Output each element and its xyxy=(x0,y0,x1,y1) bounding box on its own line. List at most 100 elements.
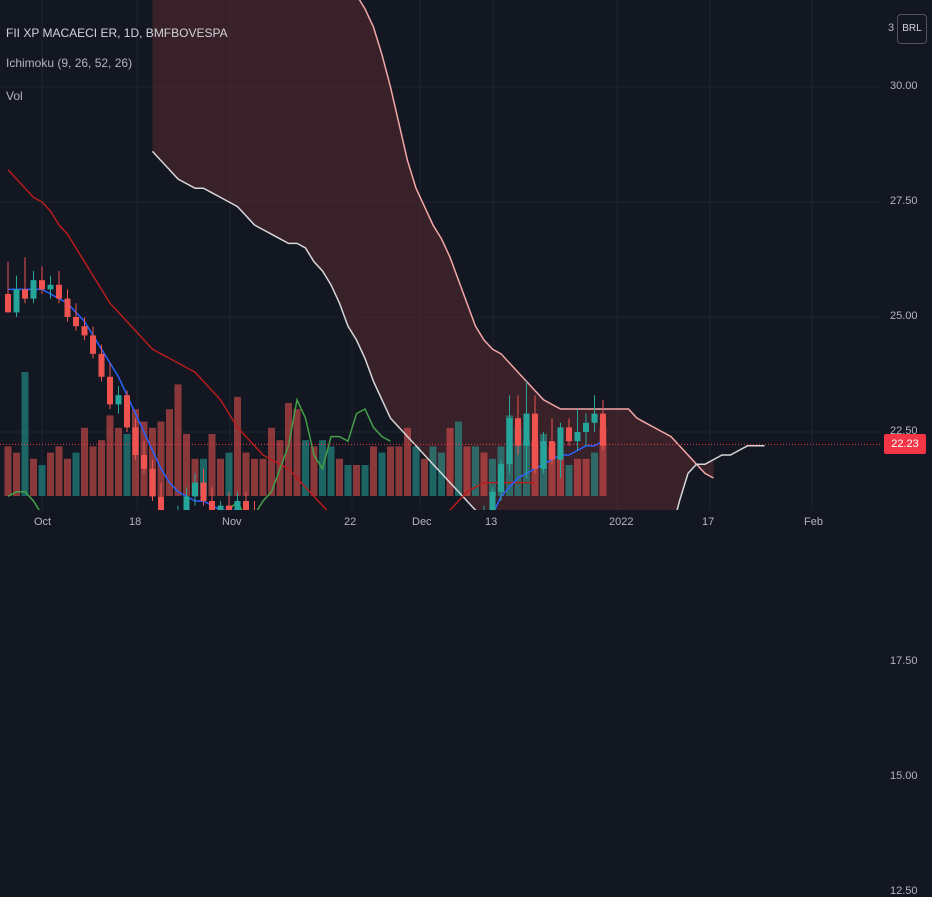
volume-bar xyxy=(166,409,173,496)
candle xyxy=(13,275,20,317)
volume-bar xyxy=(353,465,360,496)
volume-bar xyxy=(217,458,224,496)
candle-body xyxy=(591,413,598,423)
candle xyxy=(506,395,513,474)
volume-bar xyxy=(98,440,105,496)
time-axis[interactable]: Oct 18 Nov 22 Dec 13 2022 17 Feb xyxy=(0,510,932,550)
volume-bar xyxy=(591,452,598,496)
ichimoku-legend[interactable]: Ichimoku (9, 26, 52, 26) xyxy=(6,56,133,70)
candle-body xyxy=(540,441,547,469)
candle-body xyxy=(498,464,504,492)
candle-body xyxy=(30,280,37,299)
volume-bar xyxy=(242,452,250,496)
time-tick-label: 13 xyxy=(485,516,498,528)
volume-bar xyxy=(302,440,309,496)
volume-bar xyxy=(480,452,488,496)
candle-body xyxy=(115,395,122,405)
volume-bar xyxy=(489,458,496,496)
candle xyxy=(549,418,555,465)
candle-body xyxy=(124,395,130,428)
candle-body xyxy=(566,427,572,442)
candle-body xyxy=(506,418,513,465)
volume-bar xyxy=(548,446,556,496)
volume-bar xyxy=(89,446,97,496)
candle-body xyxy=(243,501,249,511)
volume-bar xyxy=(259,458,267,496)
volume-bar xyxy=(106,415,114,496)
price-tick-label: 15.00 xyxy=(890,770,918,782)
candle-body xyxy=(81,326,88,336)
time-tick-label: 2022 xyxy=(609,516,634,528)
volume-bar xyxy=(251,458,258,496)
candle-body xyxy=(149,468,156,497)
candle xyxy=(566,418,572,446)
price-tick-label: 27.50 xyxy=(890,195,918,207)
volume-bar xyxy=(157,421,165,496)
candle-body xyxy=(5,294,11,313)
volume-bar xyxy=(446,427,454,496)
candle xyxy=(540,432,547,474)
volume-bar xyxy=(268,427,275,496)
candle xyxy=(523,381,530,478)
candle-body xyxy=(13,289,20,313)
candle xyxy=(600,399,606,451)
volume-bar xyxy=(115,427,122,496)
volume-bar xyxy=(344,465,352,496)
candle-body xyxy=(532,413,538,469)
time-tick-label: Feb xyxy=(804,516,823,528)
candle xyxy=(515,395,521,455)
time-tick-label: Nov xyxy=(222,516,242,528)
volume-bar xyxy=(361,465,369,496)
volume-bar xyxy=(421,458,428,496)
time-tick-label: 18 xyxy=(129,516,142,528)
volume-bar xyxy=(285,403,292,496)
candle-body xyxy=(549,441,555,460)
volume-bar xyxy=(395,446,403,496)
candle xyxy=(498,459,504,501)
candle xyxy=(115,386,122,414)
volume-bar xyxy=(183,434,190,496)
candle xyxy=(107,363,113,409)
volume-bar xyxy=(55,446,63,496)
volume-bar xyxy=(327,446,335,496)
volume-legend[interactable]: Vol xyxy=(6,89,23,103)
candle xyxy=(22,257,28,304)
volume-bar xyxy=(38,465,46,496)
time-tick-label: 17 xyxy=(702,516,715,528)
candle xyxy=(124,390,130,432)
senkou-span-b xyxy=(358,0,714,479)
candle xyxy=(591,395,598,432)
time-tick-label: 22 xyxy=(344,516,357,528)
volume-bar xyxy=(412,446,420,496)
volume-bar xyxy=(13,452,20,496)
price-tick-label: 30.00 xyxy=(890,80,918,92)
chart-area[interactable] xyxy=(0,0,880,893)
candle xyxy=(583,413,589,446)
candle-body xyxy=(192,482,198,497)
candle xyxy=(56,271,62,304)
volume-bar xyxy=(582,458,590,496)
candle-body xyxy=(209,501,215,534)
volume-bar xyxy=(336,458,343,496)
candle xyxy=(149,459,156,501)
volume-bar xyxy=(64,458,71,496)
currency-badge[interactable]: BRL xyxy=(897,14,927,44)
price-chart[interactable] xyxy=(0,0,880,893)
candle xyxy=(141,441,147,474)
symbol-legend[interactable]: FII XP MACAECI ER, 1D, BMFBOVESPA xyxy=(6,26,228,40)
volume-bar xyxy=(565,465,573,496)
candle xyxy=(532,395,538,474)
time-tick-label: Dec xyxy=(412,516,432,528)
candle xyxy=(30,271,37,304)
volume-bar xyxy=(310,446,318,496)
price-tick-label: 17.50 xyxy=(890,655,918,667)
candle-body xyxy=(64,298,71,317)
volume-bar xyxy=(234,396,241,496)
volume-bar xyxy=(370,446,377,496)
volume-bar xyxy=(72,452,80,496)
candle xyxy=(64,289,71,322)
candle-body xyxy=(183,496,190,511)
candle-body xyxy=(73,317,79,327)
price-tick-label: 12.50 xyxy=(890,885,918,897)
candle-body xyxy=(90,335,96,354)
